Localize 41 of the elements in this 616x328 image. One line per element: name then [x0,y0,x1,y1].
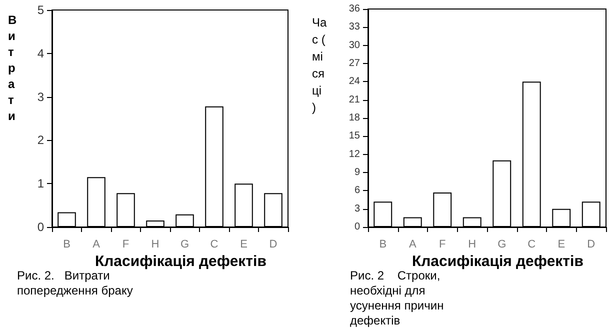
y-tick-label: 27 [348,58,360,69]
x-tick-label: E [240,238,248,250]
x-tick-label: F [439,238,446,250]
x-tick-label: B [379,238,387,250]
y-tick-label: 18 [348,112,360,124]
y-axis-title: Час (місяці) [312,16,327,114]
y-tick-label: 36 [348,4,360,14]
x-axis-title: Класифікація дефектів [412,253,584,270]
y-tick-label: 2 [37,133,44,148]
x-tick-label: G [180,238,190,250]
x-axis-title: Класифікація дефектів [95,253,266,270]
x-tick-label: H [151,238,160,250]
x-tick-label: G [498,238,506,250]
x-tick-label: H [468,238,476,250]
x-tick-label: C [528,238,536,250]
x-tick-label: A [408,238,417,250]
y-tick-label: 15 [348,130,360,142]
y-tick-label: 5 [37,3,44,17]
y-tick-label: 24 [348,76,360,88]
y-tick-label: 0 [37,220,44,234]
y-tick-label: 33 [348,22,360,33]
y-tick-label: 3 [37,90,44,104]
text: Рис. 2. Витрати попередження браку [17,268,133,298]
y-tick-label: 12 [348,148,360,160]
x-tick-label: D [269,238,278,250]
y-tick-label: 9 [354,167,360,178]
y-tick-label: 21 [348,94,360,106]
y-tick-label: 4 [37,46,44,60]
y-tick-label: 0 [354,222,360,232]
x-tick-label: A [92,238,101,250]
y-tick-label: 1 [37,176,44,191]
x-tick-label: C [210,238,218,250]
text: Рис. 2 Строки, необхідні для усунення причин дефектів [350,268,450,328]
y-tick-label: 3 [354,203,360,214]
x-tick-label: D [587,238,596,250]
y-axis-title: Витрати [8,13,17,123]
x-tick-label: F [122,238,130,250]
y-tick-label: 6 [354,185,360,196]
x-tick-label: E [558,238,566,250]
x-tick-label: B [63,238,70,250]
y-tick-label: 30 [348,40,360,51]
